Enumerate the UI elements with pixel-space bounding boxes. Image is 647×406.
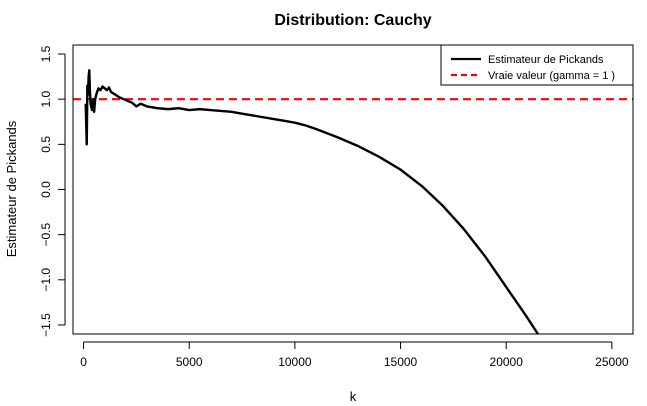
x-tick-label: 0: [80, 355, 87, 369]
legend-label-true-value: Vraie valeur (gamma = 1 ): [488, 70, 615, 82]
y-tick-label: −1.5: [39, 313, 53, 337]
x-tick-label: 10000: [278, 355, 312, 369]
pickands-estimator-line: [84, 69, 540, 334]
x-axis: 0 5000 10000 15000 20000 25000: [80, 341, 629, 369]
plot-frame: [72, 44, 634, 335]
legend-label-pickands: Estimateur de Pickands: [488, 54, 604, 66]
y-tick-label: 0.5: [39, 136, 53, 153]
series-layer: [73, 69, 633, 334]
chart-title: Distribution: Cauchy: [274, 12, 431, 29]
y-tick-label: −0.5: [39, 222, 53, 246]
y-axis-label: Estimateur de Pickands: [4, 120, 19, 257]
x-tick-label: 5000: [176, 355, 203, 369]
legend-box: [440, 44, 634, 86]
x-axis-label: k: [350, 389, 357, 404]
x-tick-label: 25000: [595, 355, 629, 369]
x-tick-label: 20000: [490, 355, 524, 369]
legend: Estimateur de Pickands Vraie valeur (gam…: [440, 44, 634, 86]
y-axis: −1.5 −1.0 −0.5 0.0 0.5 1.0 1.5: [39, 45, 66, 337]
x-tick-label: 15000: [384, 355, 418, 369]
y-tick-label: 1.0: [39, 91, 53, 108]
y-tick-label: 0.0: [39, 181, 53, 198]
y-tick-label: −1.0: [39, 268, 53, 292]
y-tick-label: 1.5: [39, 45, 53, 62]
